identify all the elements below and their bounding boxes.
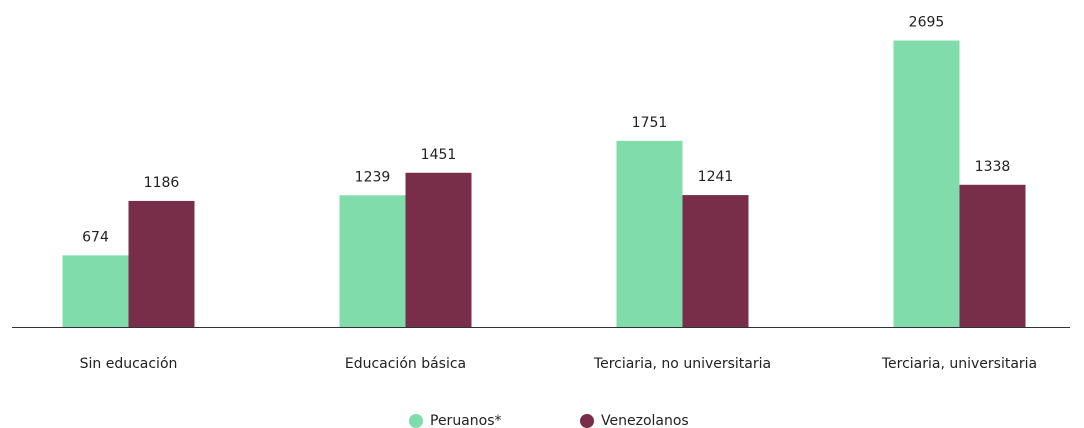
value-label: 1186 [144,175,180,191]
bar [62,255,129,327]
value-label: 1241 [698,169,734,185]
value-label: 674 [82,229,109,245]
x-tick-label: Sin educación [80,356,178,372]
value-label: 2695 [909,15,945,31]
legend-label: Peruanos* [430,413,502,428]
value-label: 1751 [632,115,668,131]
x-tick-label: Terciaria, universitaria [881,356,1037,372]
bar [128,200,195,327]
bar [405,172,472,327]
x-tick-label: Terciaria, no universitaria [593,356,771,372]
bar [339,195,406,327]
legend-swatch [409,414,423,428]
legend-swatch [580,414,594,428]
bar [682,195,749,327]
x-tick-label: Educación básica [345,356,466,372]
bar [893,40,960,327]
value-label: 1338 [975,159,1011,175]
bar [616,140,683,327]
legend-label: Venezolanos [601,413,689,428]
bar [959,184,1026,327]
value-label: 1239 [355,169,391,185]
value-label: 1451 [421,147,457,163]
